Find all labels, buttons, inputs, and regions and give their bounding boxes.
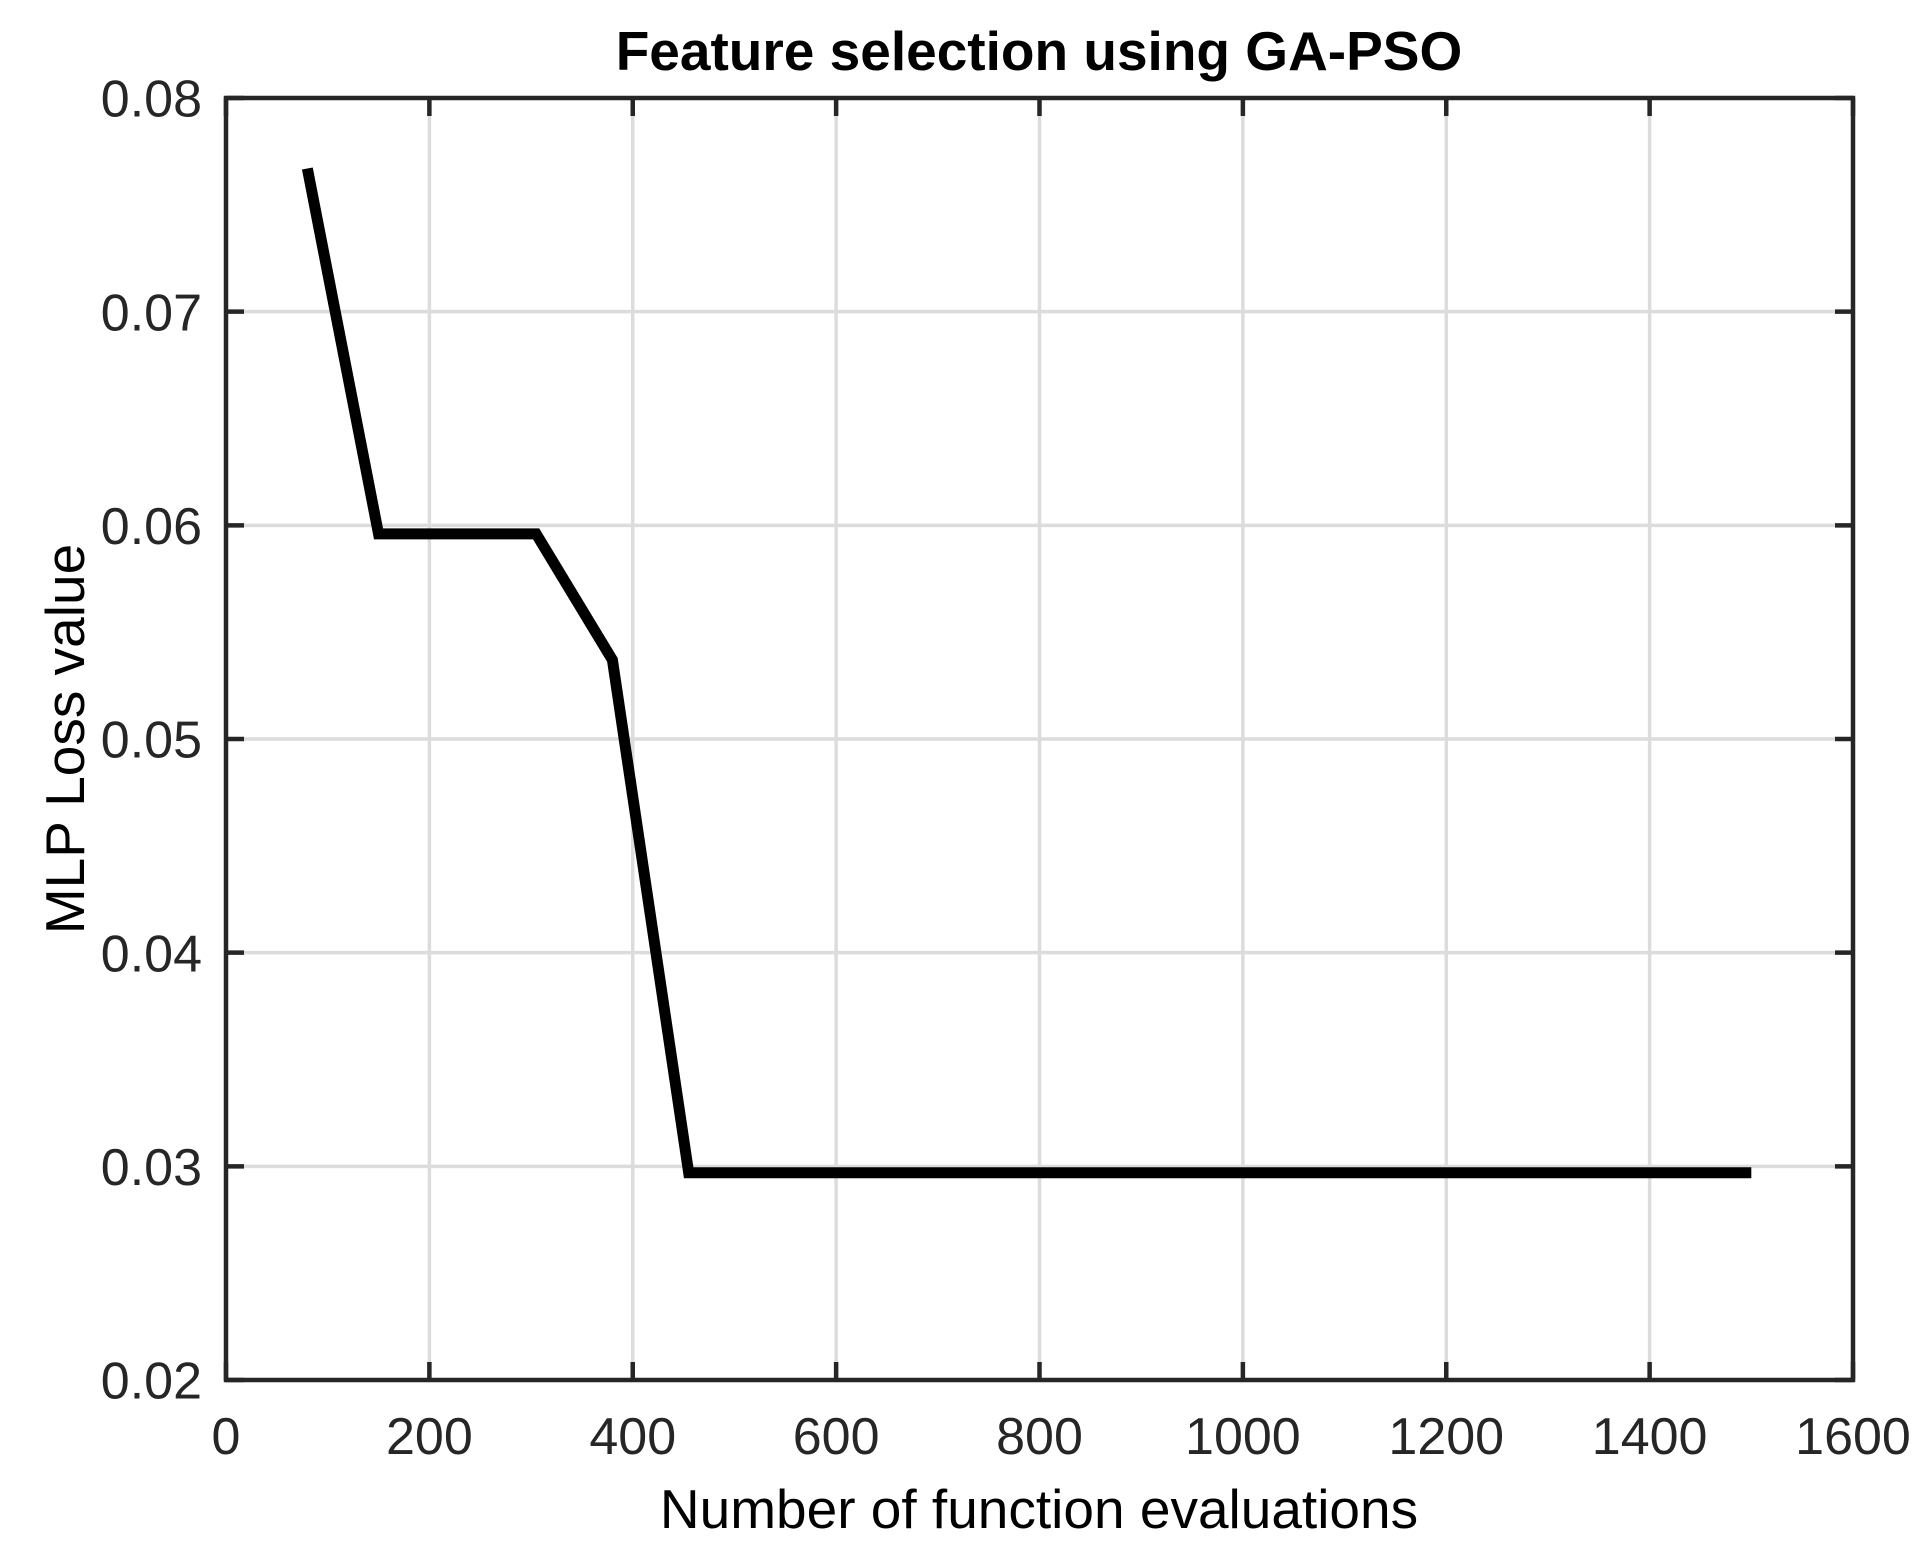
y-tick-label: 0.07 xyxy=(101,284,202,342)
y-tick-labels: 0.02 0.03 0.04 0.05 0.06 0.07 0.08 xyxy=(101,71,202,1411)
x-axis-label: Number of function evaluations xyxy=(660,1478,1418,1540)
gridlines xyxy=(224,96,1855,1382)
chart-title: Feature selection using GA-PSO xyxy=(616,20,1463,82)
x-tick-label: 1200 xyxy=(1388,1408,1504,1466)
x-tick-label: 200 xyxy=(386,1408,473,1466)
y-tick-label: 0.03 xyxy=(101,1139,202,1197)
y-tick-label: 0.08 xyxy=(101,71,202,129)
x-tick-label: 600 xyxy=(793,1408,880,1466)
x-tick-label: 1000 xyxy=(1185,1408,1301,1466)
loss-curve xyxy=(301,167,1752,1179)
x-tick-label: 1400 xyxy=(1592,1408,1708,1466)
x-tick-label: 400 xyxy=(589,1408,676,1466)
y-tick-label: 0.06 xyxy=(101,498,202,556)
y-tick-label: 0.05 xyxy=(101,712,202,770)
y-tick-label: 0.04 xyxy=(101,925,202,983)
x-tick-label: 0 xyxy=(212,1408,241,1466)
y-axis-label: MLP Loss value xyxy=(34,544,96,934)
plot-border xyxy=(223,95,1856,1383)
x-tick-label: 1600 xyxy=(1795,1408,1911,1466)
y-tick-label: 0.02 xyxy=(101,1353,202,1411)
x-tick-label: 800 xyxy=(996,1408,1083,1466)
x-tick-labels: 0 200 400 600 800 1000 1200 1400 1600 xyxy=(212,1408,1911,1466)
